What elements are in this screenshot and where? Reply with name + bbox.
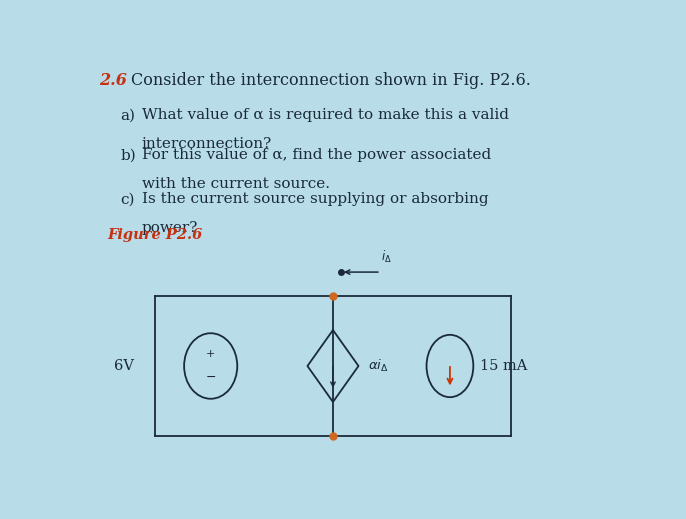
Text: Is the current source supplying or absorbing: Is the current source supplying or absor… [141, 192, 488, 206]
Text: $\alpha i_\Delta$: $\alpha i_\Delta$ [368, 358, 389, 374]
Text: Consider the interconnection shown in Fig. P2.6.: Consider the interconnection shown in Fi… [131, 72, 531, 89]
Text: $i_\Delta$: $i_\Delta$ [381, 249, 392, 265]
Text: b): b) [120, 148, 136, 162]
Text: c): c) [120, 192, 135, 206]
Text: +: + [206, 349, 215, 359]
Text: −: − [205, 371, 216, 384]
Text: power?: power? [141, 221, 198, 235]
Text: 6V: 6V [114, 359, 134, 373]
Text: 2.6: 2.6 [99, 72, 127, 89]
Text: Figure P2.6: Figure P2.6 [107, 228, 202, 242]
Text: a): a) [120, 108, 135, 122]
Text: with the current source.: with the current source. [141, 177, 329, 191]
Text: interconnection?: interconnection? [141, 137, 272, 151]
Text: 15 mA: 15 mA [480, 359, 527, 373]
Text: For this value of α, find the power associated: For this value of α, find the power asso… [141, 148, 490, 162]
Text: What value of α is required to make this a valid: What value of α is required to make this… [141, 108, 508, 122]
